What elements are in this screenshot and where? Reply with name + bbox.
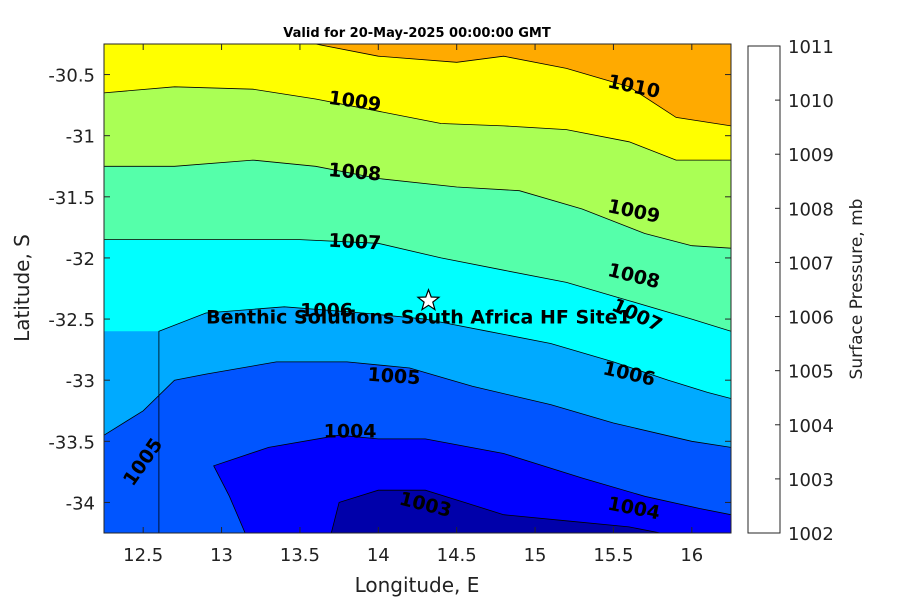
pressure-bands [104,44,731,533]
site-star-icon [416,287,441,312]
y-tick-label: -31 [66,127,95,148]
colorbar-frame [747,45,781,534]
colorbar-tick-label: 1002 [788,524,834,545]
contour-lines [104,44,731,533]
colorbar-tick-label: 1006 [788,308,834,329]
contour-line-1005 [104,361,731,448]
colorbar-tick-label: 1009 [788,145,834,166]
x-axis-label: Longitude, E [355,573,480,597]
y-tick-label: -31.5 [48,188,95,209]
colorbar: 1002 1003 1004 1005 1006 1007 1008 1009 1010 1011 [747,37,834,545]
colorbar-tick-label: 1007 [788,253,834,274]
site-marker-group: Benthic Solutions South Africa HF Site1 [206,287,631,329]
x-tick-label: 13.5 [280,545,320,566]
contour-label: 1008 [327,159,382,186]
y-tick-label: -30.5 [48,66,95,87]
colorbar-tick-label: 1011 [788,37,834,58]
contour-line-1003 [330,489,661,533]
y-axis-label: Latitude, S [10,234,34,342]
y-tick-label: -33.5 [48,432,95,453]
y-tick-label: -33 [66,371,95,392]
y-tick-label: -34 [66,493,95,514]
contour-label: 1004 [324,421,377,443]
contour-label: 1006 [300,300,353,322]
colorbar-label: Surface Pressure, mb [847,199,867,380]
x-tick-label: 15 [524,545,547,566]
y-axis-ticks: -30.5 -31 -31.5 -32 -32.5 -33 -33.5 -34 [48,66,731,514]
contour-line-1010 [315,44,731,127]
colorbar-tick-label: 1005 [788,362,834,383]
chart-title: Valid for 20-May-2025 00:00:00 GMT [283,26,551,41]
colorbar-tick-label: 1003 [788,470,834,491]
x-tick-label: 16 [680,545,703,566]
x-tick-label: 14 [367,545,390,566]
colorbar-tick-label: 1004 [788,416,834,437]
contour-label: 1005 [367,364,421,390]
x-tick-label: 15.5 [593,545,633,566]
contour-line-1008 [104,159,731,249]
contour-line-1009 [104,86,731,161]
contour-line-1007 [104,239,731,332]
x-tick-label: 14.5 [437,545,477,566]
x-tick-label: 13 [210,545,233,566]
contour-line-1006 [158,306,731,533]
contour-label: 1007 [328,230,382,255]
y-tick-label: -32.5 [48,310,95,331]
site-label: Benthic Solutions South Africa HF Site1 [206,307,631,329]
colorbar-tick-label: 1008 [788,199,834,220]
band-1010-1011 [315,44,731,126]
x-axis-ticks: 12.5 13 13.5 14 14.5 15 15.5 16 [123,44,703,566]
colorbar-tick-label: 1010 [788,91,834,112]
plot-frame [103,43,732,534]
contour-line-1004 [213,434,731,533]
x-tick-label: 12.5 [123,545,163,566]
y-tick-label: -32 [66,249,95,270]
